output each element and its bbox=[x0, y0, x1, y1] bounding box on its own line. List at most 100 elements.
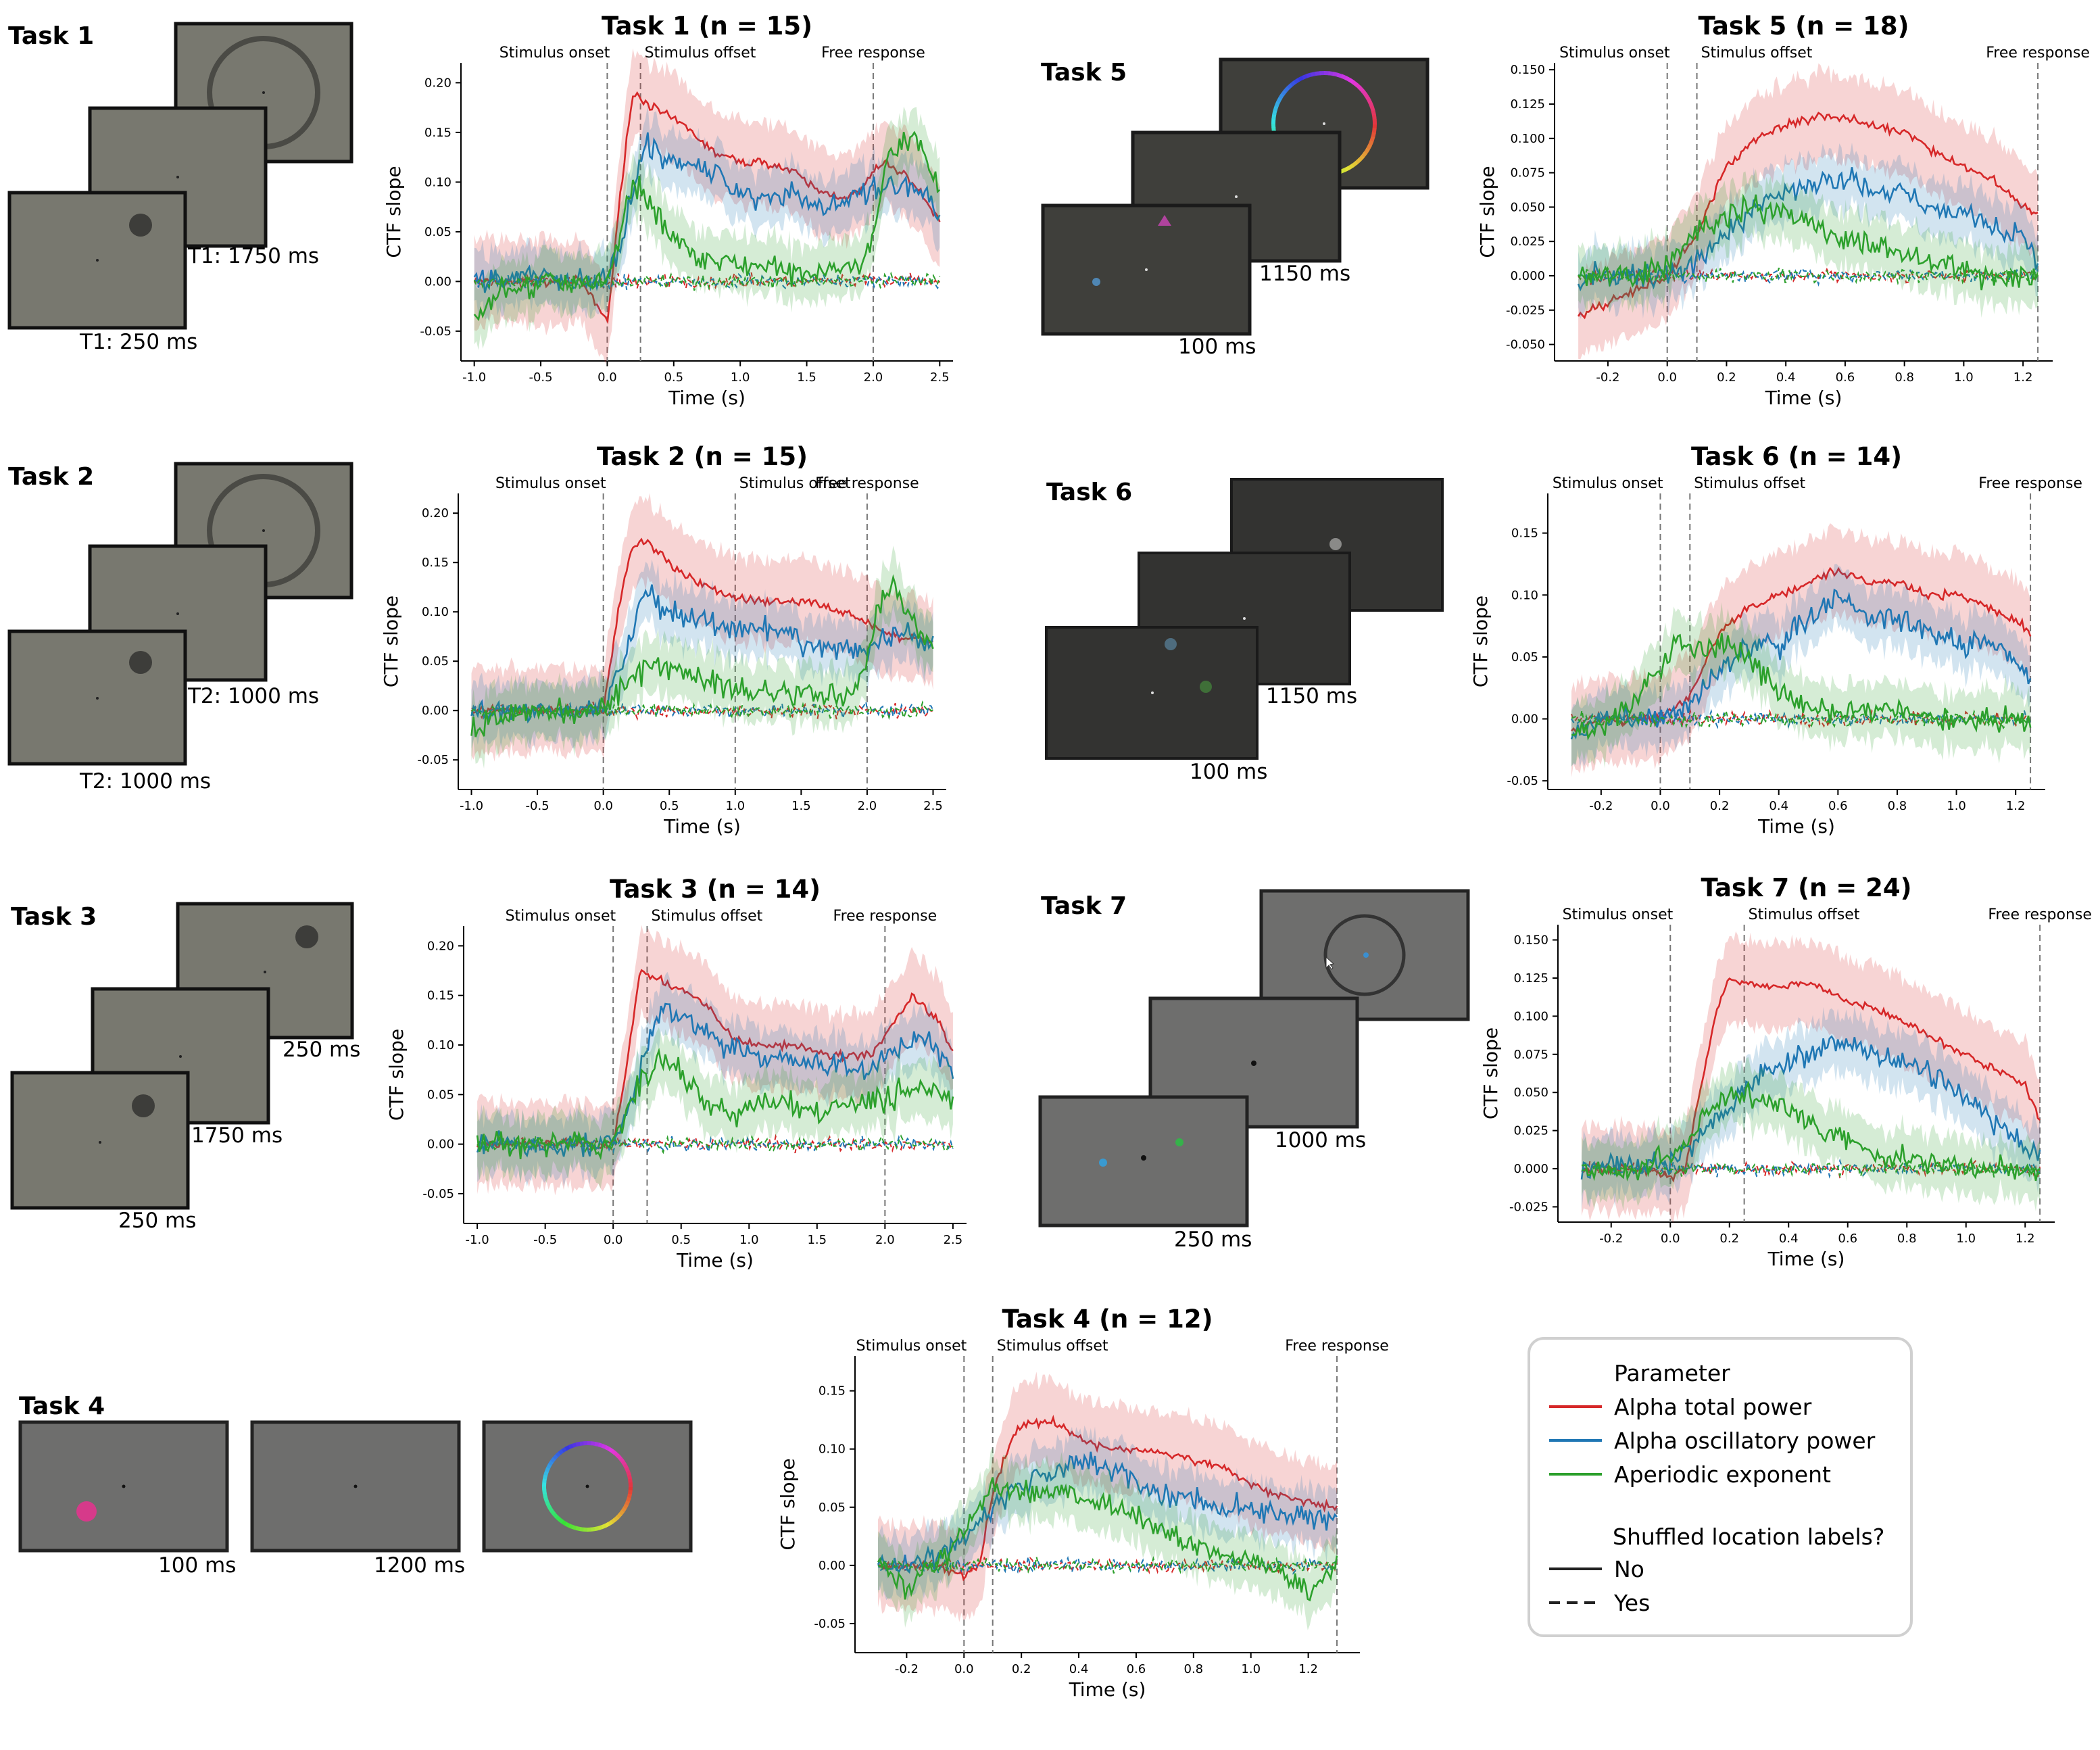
confidence-band bbox=[1571, 523, 2031, 777]
series-line bbox=[1570, 588, 2032, 740]
task-4-label: Task 4 bbox=[19, 1392, 105, 1420]
x-tick-label: 0.0 bbox=[597, 370, 617, 385]
task-1-stimulus: Task 1 T1: 1750 ms T1: 250 ms bbox=[7, 22, 353, 354]
x-tick-label: 1.2 bbox=[2016, 1232, 2035, 1246]
y-tick-label: 0.050 bbox=[1510, 200, 1545, 214]
task-7-stimulus: Task 7 1000 ms 250 ms bbox=[1038, 889, 1470, 1252]
series-line bbox=[877, 1414, 1338, 1582]
y-tick-label: 0.075 bbox=[1513, 1048, 1548, 1062]
task-1-duration: T1: 1750 ms bbox=[187, 244, 319, 268]
y-tick-label: 0.100 bbox=[1510, 132, 1545, 146]
x-tick-label: 0.6 bbox=[1838, 1232, 1857, 1246]
x-tick-label: 0.8 bbox=[1897, 1232, 1917, 1246]
task-4-fixation bbox=[353, 1484, 358, 1488]
series-line bbox=[470, 574, 934, 737]
y-tick-label: -0.05 bbox=[420, 324, 451, 339]
task-5-label: Task 5 bbox=[1041, 59, 1127, 87]
series-line bbox=[1581, 1080, 2041, 1182]
chart-title: Task 2 (n = 15) bbox=[597, 442, 808, 471]
y-tick-label: 0.10 bbox=[819, 1442, 846, 1457]
task-1-fixation bbox=[96, 259, 99, 262]
y-tick-label: -0.05 bbox=[814, 1617, 846, 1631]
task-7-green-disc bbox=[1175, 1138, 1183, 1146]
y-tick-label: 0.20 bbox=[427, 939, 454, 953]
y-tick-label: 0.15 bbox=[424, 126, 451, 140]
x-tick-label: 0.0 bbox=[1651, 799, 1670, 813]
task-2-stimulus: Task 2 T2: 1000 ms T2: 1000 ms bbox=[7, 462, 353, 794]
y-tick-label: 0.15 bbox=[427, 989, 454, 1003]
task-3-stimulus: Task 3 250 ms 1750 ms 250 ms bbox=[10, 902, 360, 1233]
y-tick-label: 0.025 bbox=[1513, 1124, 1548, 1138]
task-2-label: Task 2 bbox=[8, 463, 94, 491]
series-line bbox=[1578, 193, 2039, 291]
x-axis-label: Time (s) bbox=[1069, 1678, 1146, 1701]
x-tick-label: 0.2 bbox=[1719, 1232, 1739, 1246]
y-tick-label: 0.00 bbox=[819, 1559, 846, 1573]
x-axis-label: Time (s) bbox=[668, 387, 746, 409]
series-line bbox=[877, 1477, 1338, 1602]
x-tick-label: -0.2 bbox=[1596, 370, 1619, 385]
x-axis-label: Time (s) bbox=[1767, 1248, 1845, 1270]
x-tick-label: -0.5 bbox=[526, 799, 550, 813]
task-7-probe-dot bbox=[1363, 952, 1369, 958]
task-6-fixation bbox=[1243, 617, 1246, 620]
y-tick-label: 0.15 bbox=[422, 556, 449, 570]
task-7-label: Task 7 bbox=[1041, 892, 1127, 920]
x-tick-label: 1.5 bbox=[797, 370, 816, 385]
series-line bbox=[476, 1047, 954, 1161]
y-tick-label: 0.00 bbox=[427, 1138, 454, 1152]
y-tick-label: 0.00 bbox=[422, 704, 449, 718]
x-tick-label: 0.8 bbox=[1184, 1662, 1204, 1676]
y-tick-label: 0.15 bbox=[819, 1384, 846, 1399]
event-label: Free response bbox=[815, 475, 919, 492]
x-tick-label: 1.2 bbox=[2006, 799, 2026, 813]
series-line bbox=[1571, 633, 2032, 741]
task-1-target-disc bbox=[129, 214, 152, 237]
confidence-band bbox=[1571, 602, 2031, 769]
y-tick-label: 0.075 bbox=[1510, 166, 1545, 180]
y-tick-label: -0.025 bbox=[1506, 303, 1545, 318]
x-tick-label: 0.4 bbox=[1769, 799, 1788, 813]
event-label: Stimulus onset bbox=[506, 908, 616, 925]
shuffled-series-line bbox=[1581, 1158, 2041, 1179]
task-7-blue-disc bbox=[1099, 1159, 1107, 1167]
task-1-label: Task 1 bbox=[8, 22, 94, 50]
x-tick-label: 2.0 bbox=[858, 799, 877, 813]
x-tick-label: 1.0 bbox=[1956, 1232, 1976, 1246]
x-tick-label: 0.4 bbox=[1069, 1662, 1089, 1676]
task-7-duration: 250 ms bbox=[1174, 1228, 1252, 1252]
series-line bbox=[1577, 167, 2039, 292]
x-axis-label: Time (s) bbox=[1757, 815, 1835, 837]
task-3-label: Task 3 bbox=[11, 903, 97, 931]
confidence-band bbox=[477, 971, 953, 1187]
shuffled-series-line bbox=[1578, 266, 2039, 286]
x-tick-label: -0.2 bbox=[1589, 799, 1613, 813]
y-tick-label: 0.05 bbox=[819, 1501, 846, 1515]
confidence-band bbox=[1578, 169, 2038, 318]
y-axis-label: CTF slope bbox=[383, 166, 405, 258]
x-tick-label: -0.2 bbox=[1599, 1232, 1623, 1246]
legend-shuffle-title: Shuffled location labels? bbox=[1613, 1524, 1884, 1550]
task-3-screen-front bbox=[10, 1071, 190, 1210]
event-label: Stimulus offset bbox=[1701, 45, 1813, 62]
y-tick-label: 0.125 bbox=[1510, 97, 1545, 112]
task-2-fixation bbox=[262, 529, 265, 532]
legend-entry-alpha-osc: Alpha oscillatory power bbox=[1614, 1428, 1876, 1454]
task-3-target-disc bbox=[295, 925, 318, 948]
event-label: Free response bbox=[1986, 45, 2090, 62]
chart-task-2: Task 2 (n = 15) -1.0 -0.5 0.0 0.5 1.0 1.5 2.0 2.… bbox=[380, 442, 946, 837]
task-4-fixation bbox=[122, 1484, 126, 1488]
task-7-screen-front bbox=[1038, 1095, 1249, 1228]
y-tick-label: -0.025 bbox=[1509, 1200, 1548, 1214]
x-tick-label: 1.2 bbox=[1298, 1662, 1318, 1676]
x-tick-label: 0.2 bbox=[1710, 799, 1730, 813]
x-tick-label: 1.0 bbox=[725, 799, 745, 813]
y-tick-label: 0.05 bbox=[424, 225, 451, 239]
y-tick-label: 0.05 bbox=[422, 654, 449, 669]
y-tick-label: 0.20 bbox=[422, 506, 449, 520]
y-tick-label: 0.050 bbox=[1513, 1086, 1548, 1100]
x-tick-label: 0.4 bbox=[1776, 370, 1796, 385]
task-4-fixation bbox=[585, 1484, 589, 1488]
x-tick-label: 1.2 bbox=[2013, 370, 2033, 385]
event-label: Stimulus onset bbox=[1563, 906, 1674, 923]
